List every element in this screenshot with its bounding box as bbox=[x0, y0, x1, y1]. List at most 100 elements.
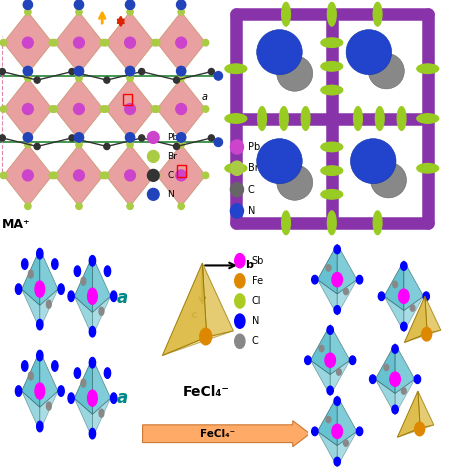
Circle shape bbox=[235, 254, 245, 268]
Circle shape bbox=[399, 289, 409, 303]
Circle shape bbox=[334, 397, 340, 405]
Polygon shape bbox=[318, 396, 337, 446]
Circle shape bbox=[76, 137, 82, 143]
Polygon shape bbox=[395, 379, 415, 415]
Circle shape bbox=[104, 368, 110, 378]
Polygon shape bbox=[22, 391, 40, 431]
Circle shape bbox=[384, 364, 389, 371]
Circle shape bbox=[25, 75, 31, 82]
Text: Pb: Pb bbox=[167, 133, 178, 142]
Circle shape bbox=[100, 106, 107, 112]
Polygon shape bbox=[106, 12, 155, 73]
Circle shape bbox=[202, 39, 209, 46]
Circle shape bbox=[332, 273, 342, 287]
Circle shape bbox=[173, 77, 180, 83]
Circle shape bbox=[312, 275, 318, 284]
Text: Cl: Cl bbox=[252, 296, 261, 306]
Text: a: a bbox=[202, 91, 208, 101]
Polygon shape bbox=[157, 78, 206, 140]
Text: Sb: Sb bbox=[252, 255, 264, 266]
Polygon shape bbox=[74, 398, 92, 438]
Circle shape bbox=[200, 328, 212, 345]
Circle shape bbox=[173, 143, 180, 150]
Circle shape bbox=[73, 103, 84, 115]
Circle shape bbox=[127, 9, 133, 15]
Circle shape bbox=[49, 39, 55, 46]
Circle shape bbox=[74, 66, 83, 76]
Circle shape bbox=[176, 37, 187, 48]
Text: N: N bbox=[167, 190, 174, 199]
Polygon shape bbox=[163, 331, 233, 356]
Text: FeCl₄⁻: FeCl₄⁻ bbox=[182, 385, 229, 399]
Circle shape bbox=[28, 372, 33, 380]
Circle shape bbox=[51, 172, 58, 179]
Circle shape bbox=[22, 170, 33, 181]
Polygon shape bbox=[22, 289, 40, 329]
Polygon shape bbox=[330, 325, 350, 374]
Circle shape bbox=[35, 281, 45, 297]
Ellipse shape bbox=[280, 107, 288, 130]
Circle shape bbox=[147, 151, 159, 163]
Polygon shape bbox=[404, 296, 424, 332]
Polygon shape bbox=[92, 398, 110, 438]
Text: C: C bbox=[248, 184, 255, 195]
Circle shape bbox=[22, 259, 28, 269]
Circle shape bbox=[22, 361, 28, 371]
Polygon shape bbox=[92, 256, 110, 312]
Polygon shape bbox=[318, 431, 337, 467]
Text: C: C bbox=[167, 171, 173, 180]
Text: c: c bbox=[191, 310, 197, 320]
Circle shape bbox=[58, 284, 64, 294]
Polygon shape bbox=[74, 256, 92, 312]
Circle shape bbox=[126, 133, 135, 142]
Polygon shape bbox=[404, 261, 424, 310]
Polygon shape bbox=[55, 78, 103, 140]
Circle shape bbox=[51, 39, 58, 46]
Circle shape bbox=[154, 39, 160, 46]
Text: b: b bbox=[245, 260, 253, 271]
Circle shape bbox=[334, 457, 340, 466]
Polygon shape bbox=[404, 296, 427, 342]
Circle shape bbox=[104, 77, 110, 83]
Polygon shape bbox=[55, 12, 103, 73]
Circle shape bbox=[401, 322, 407, 331]
Polygon shape bbox=[40, 351, 58, 407]
Ellipse shape bbox=[257, 30, 302, 74]
Circle shape bbox=[422, 328, 432, 341]
Ellipse shape bbox=[375, 107, 384, 130]
Circle shape bbox=[202, 172, 209, 179]
Circle shape bbox=[0, 135, 5, 141]
Circle shape bbox=[76, 141, 82, 148]
Polygon shape bbox=[375, 379, 395, 415]
Polygon shape bbox=[310, 325, 330, 374]
Circle shape bbox=[209, 69, 214, 75]
Circle shape bbox=[312, 427, 318, 436]
Circle shape bbox=[89, 357, 96, 368]
Circle shape bbox=[415, 422, 425, 436]
Polygon shape bbox=[418, 391, 434, 428]
Circle shape bbox=[178, 75, 184, 82]
Circle shape bbox=[147, 189, 159, 201]
Circle shape bbox=[49, 106, 55, 112]
Circle shape bbox=[230, 204, 244, 218]
Ellipse shape bbox=[321, 62, 343, 71]
Circle shape bbox=[127, 70, 133, 77]
Circle shape bbox=[52, 259, 58, 269]
Polygon shape bbox=[74, 296, 92, 337]
Ellipse shape bbox=[321, 38, 343, 47]
Circle shape bbox=[23, 0, 33, 9]
Circle shape bbox=[176, 0, 186, 9]
Circle shape bbox=[100, 172, 107, 179]
Polygon shape bbox=[202, 263, 233, 337]
Circle shape bbox=[89, 428, 96, 439]
Ellipse shape bbox=[328, 2, 336, 26]
Polygon shape bbox=[22, 249, 40, 305]
Ellipse shape bbox=[225, 164, 247, 173]
Polygon shape bbox=[384, 296, 404, 332]
Circle shape bbox=[126, 0, 135, 9]
Circle shape bbox=[378, 292, 384, 301]
Ellipse shape bbox=[350, 138, 396, 183]
Circle shape bbox=[423, 292, 429, 301]
Circle shape bbox=[36, 421, 43, 432]
Polygon shape bbox=[337, 431, 357, 467]
